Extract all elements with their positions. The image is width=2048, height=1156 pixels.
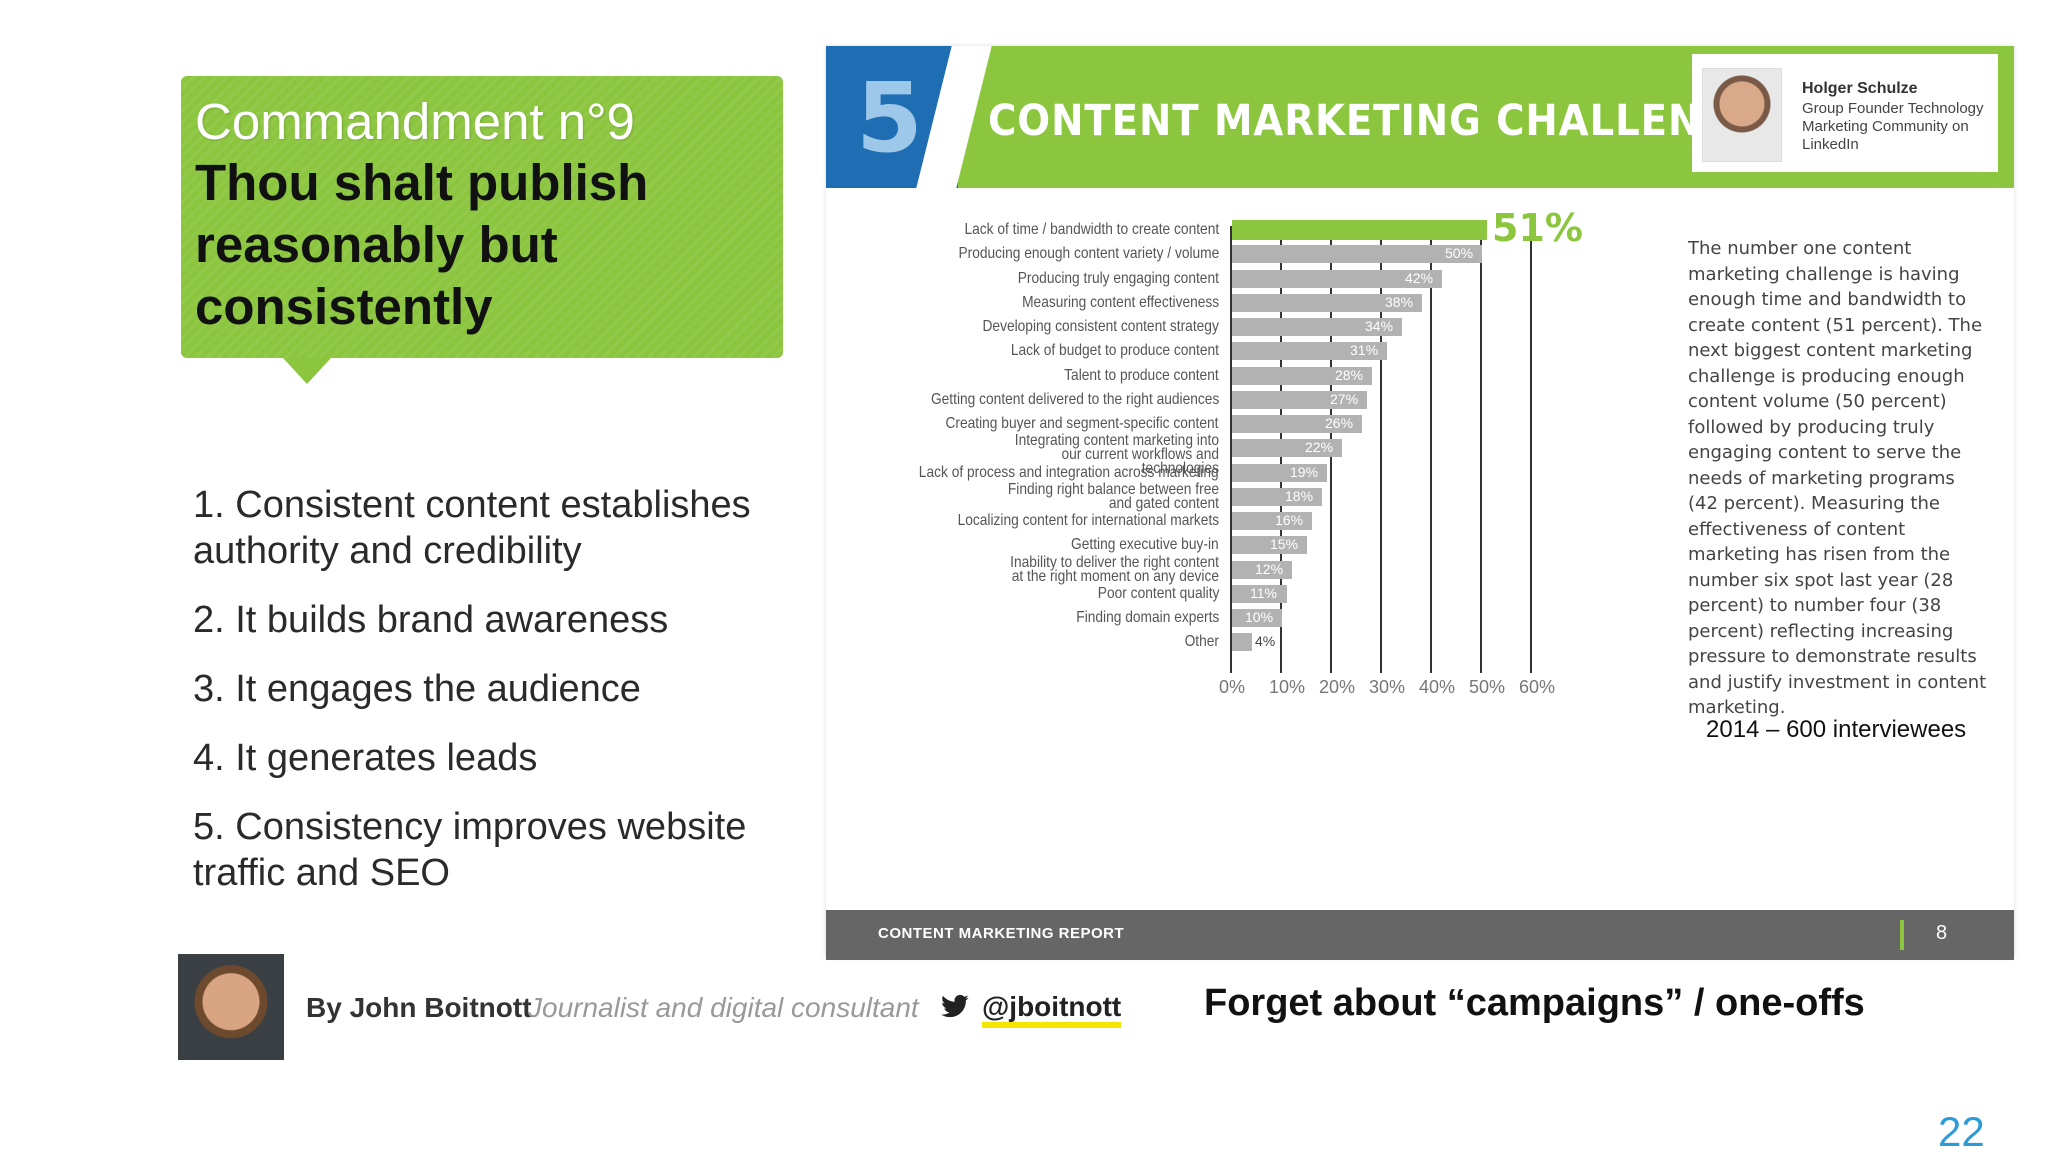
report-banner: 5 CONTENT MARKETING CHALLENGES Holger Sc… (826, 46, 2014, 188)
bar (1232, 487, 1322, 506)
bar (1232, 609, 1282, 627)
x-tick-label: 20% (1319, 676, 1356, 697)
report-figure: 5 CONTENT MARKETING CHALLENGES Holger Sc… (826, 46, 2014, 960)
bar-category-label: Talent to produce content (1064, 366, 1219, 384)
report-footer: CONTENT MARKETING REPORT 8 (826, 910, 2014, 960)
bar-value-label: 28% (1335, 366, 1364, 383)
point-item: 5. Consistency improves website traffic … (193, 806, 747, 894)
point-item: 4. It generates leads (193, 737, 538, 779)
challenges-bar-chart: The number one content marketing challen… (826, 188, 2014, 958)
bar-category-label: Developing consistent content strategy (982, 318, 1219, 335)
bar-value-label: 11% (1250, 584, 1277, 601)
bar-category-label: Measuring content effectiveness (1021, 293, 1219, 311)
byline-name: By John Boitnott (306, 992, 532, 1023)
point-item: 1. Consistent content establishes author… (193, 484, 751, 572)
bar-value-label: 16% (1275, 512, 1304, 528)
report-page-number: 8 (1936, 922, 1948, 944)
bar (1232, 366, 1372, 385)
twitter-bird-icon (941, 994, 969, 1018)
x-gridline (1480, 226, 1482, 673)
bar-value-label: 27% (1330, 390, 1359, 407)
bar-category-label: Finding right balance between free and g… (1007, 480, 1219, 512)
x-gridline (1530, 226, 1532, 673)
author-card: Holger Schulze Group Founder Technology … (1692, 54, 1998, 172)
bar-value-label: 4% (1255, 633, 1276, 650)
report-number: 5 (856, 62, 923, 174)
commandment-callout: Commandment n°9 Thou shalt publish reaso… (181, 76, 783, 384)
commandment-body: Thou shalt publish reasonably but consis… (195, 154, 649, 335)
bar-category-label: Producing enough content variety / volum… (958, 245, 1219, 263)
bar (1232, 342, 1387, 361)
bar-category-label: Lack of process and integration across m… (919, 463, 1219, 481)
bar (1232, 293, 1422, 312)
bar (1232, 269, 1442, 288)
bar (1232, 560, 1292, 579)
bar (1232, 439, 1342, 458)
bar-category-label: Finding domain experts (1075, 609, 1219, 626)
author-photo (1702, 68, 1782, 162)
bar (1232, 536, 1307, 555)
report-title: CONTENT MARKETING CHALLENGES (988, 96, 1791, 146)
bar-category-label: Inability to deliver the right content a… (1010, 553, 1219, 585)
bar-value-label: 42% (1405, 269, 1434, 286)
bar-value-label: 19% (1290, 463, 1319, 480)
slide-tagline: Forget about “campaigns” / one-offs (1204, 982, 1865, 1024)
footer-accent-bar (1900, 920, 1904, 950)
report-footer-text: CONTENT MARKETING REPORT (878, 925, 1125, 942)
points-list: 1. Consistent content establishes author… (193, 482, 793, 919)
bar-category-label: Producing truly engaging content (1017, 269, 1219, 287)
x-tick-label: 60% (1519, 676, 1556, 697)
byline-avatar (178, 954, 284, 1060)
bar-category-label: Creating buyer and segment-specific cont… (945, 415, 1219, 432)
bar-category-label: Poor content quality (1097, 584, 1219, 602)
byline-twitter-handle[interactable]: @jboitnott (982, 992, 1122, 1028)
bar-value-label: 12% (1255, 560, 1284, 577)
slide-number: 22 (1938, 1108, 1985, 1155)
byline-role: Journalist and digital consultant (528, 992, 919, 1023)
bar (1232, 245, 1482, 264)
bar (1232, 633, 1252, 652)
bar-value-label: 50% (1445, 245, 1474, 262)
x-tick-label: 30% (1369, 676, 1406, 697)
bar (1232, 318, 1402, 336)
y-axis-line (1230, 226, 1232, 673)
x-gridline (1430, 226, 1432, 673)
bar-value-label: 31% (1350, 342, 1379, 359)
bar-value-label: 51% (1492, 206, 1583, 250)
x-gridline (1380, 226, 1382, 673)
x-tick-label: 40% (1419, 676, 1456, 697)
author-role: Group Founder Technology Marketing Commu… (1802, 100, 1984, 153)
bar-category-label: Lack of time / bandwidth to create conte… (964, 221, 1219, 238)
bar-value-label: 22% (1305, 439, 1334, 456)
author-name: Holger Schulze (1802, 80, 1918, 97)
bar-category-label: Localizing content for international mar… (957, 512, 1219, 529)
bar (1232, 220, 1487, 240)
commandment-title: Commandment n°9 (195, 93, 635, 150)
bar-value-label: 38% (1385, 293, 1414, 310)
bar-value-label: 10% (1245, 609, 1274, 625)
bar (1232, 390, 1367, 409)
point-item: 3. It engages the audience (193, 668, 641, 710)
report-description: The number one content marketing challen… (1688, 238, 1987, 718)
bar-value-label: 26% (1325, 415, 1354, 431)
x-tick-label: 0% (1219, 676, 1246, 697)
survey-footnote: 2014 – 600 interviewees (1706, 716, 1967, 743)
bar (1232, 512, 1312, 530)
bar-value-label: 34% (1365, 318, 1394, 334)
point-item: 2. It builds brand awareness (193, 599, 669, 641)
bar-category-label: Getting executive buy-in (1071, 536, 1219, 554)
bar-category-label: Other (1184, 633, 1219, 651)
bar (1232, 584, 1287, 603)
bar-category-label: Getting content delivered to the right a… (930, 390, 1219, 408)
bar-value-label: 18% (1285, 487, 1314, 504)
x-tick-label: 10% (1269, 676, 1306, 697)
bar-category-label: Integrating content marketing into our c… (1014, 432, 1219, 478)
bar (1232, 463, 1327, 482)
bar-category-label: Lack of budget to produce content (1010, 342, 1219, 360)
x-tick-label: 50% (1469, 676, 1506, 697)
bar-value-label: 15% (1270, 536, 1299, 553)
bar (1232, 415, 1362, 433)
